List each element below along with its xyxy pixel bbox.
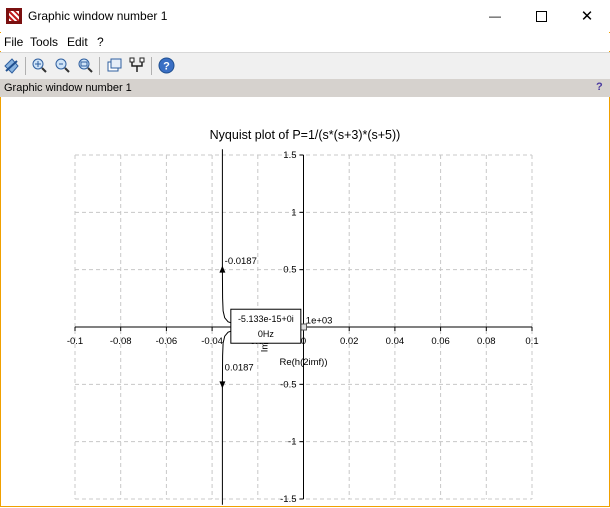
zoom-out-icon bbox=[78, 58, 93, 73]
zoom-fit-icon bbox=[32, 58, 47, 73]
y-tick-label: 1.5 bbox=[283, 150, 296, 161]
window-title: Graphic window number 1 bbox=[28, 9, 168, 23]
direction-arrow bbox=[219, 381, 226, 389]
menu-bar: File Tools Edit ? bbox=[0, 33, 610, 51]
curve-edit-button[interactable] bbox=[128, 56, 147, 75]
y-axis-label: Im bbox=[260, 342, 271, 353]
x-tick-label: 0.06 bbox=[431, 336, 450, 347]
datatip-frequency: 0Hz bbox=[258, 329, 275, 339]
direction-arrow bbox=[219, 265, 226, 273]
nyquist-curve bbox=[221, 326, 304, 505]
nyquist-chart[interactable]: -0.1-0.08-0.06-0.04-0.0200.020.040.060.0… bbox=[0, 97, 610, 508]
toolbar-separator bbox=[99, 57, 100, 75]
y-tick-label: -1.5 bbox=[280, 494, 296, 505]
datatip-value: -5.133e-15+0i bbox=[238, 314, 294, 324]
minimize-button[interactable]: — bbox=[472, 0, 518, 32]
curve-edit-icon bbox=[129, 57, 145, 72]
zoom-in-icon bbox=[55, 58, 70, 73]
rotate-icon bbox=[4, 58, 19, 74]
datatip-button[interactable] bbox=[105, 56, 124, 75]
rotate-button[interactable] bbox=[2, 56, 21, 75]
minimize-icon: — bbox=[489, 9, 501, 23]
x-tick-label: -0.04 bbox=[201, 336, 223, 347]
zoom-in-button[interactable] bbox=[53, 56, 72, 75]
panel-help-icon[interactable]: ? bbox=[596, 81, 603, 93]
x-tick-label: 0.08 bbox=[477, 336, 496, 347]
chart-title: Nyquist plot of P=1/(s*(s+3)*(s+5)) bbox=[209, 128, 401, 142]
maximize-icon bbox=[535, 10, 547, 22]
scilab-app-icon bbox=[6, 8, 22, 24]
close-button[interactable]: ✕ bbox=[564, 0, 610, 32]
menu-file[interactable]: File bbox=[4, 35, 24, 49]
frequency-annotation: 0.0187 bbox=[225, 363, 254, 374]
svg-text:?: ? bbox=[163, 61, 170, 73]
nyquist-curve bbox=[221, 149, 304, 328]
toolbar-separator bbox=[25, 57, 26, 75]
menu-tools[interactable]: Tools bbox=[30, 35, 59, 49]
datatip-marker bbox=[300, 323, 307, 331]
maximize-button[interactable] bbox=[518, 0, 564, 32]
help-button[interactable]: ? bbox=[157, 56, 176, 75]
x-tick-label: 0 bbox=[301, 336, 306, 347]
title-bar[interactable]: Graphic window number 1 — ✕ bbox=[0, 0, 610, 32]
x-tick-label: 0.04 bbox=[386, 336, 405, 347]
graphic-panel-header: Graphic window number 1 ? bbox=[0, 79, 610, 97]
x-tick-label: 0.1 bbox=[525, 336, 538, 347]
toolbar: ? bbox=[0, 52, 610, 79]
frequency-annotation: -0.0187 bbox=[225, 256, 257, 267]
datatip-icon bbox=[107, 58, 122, 72]
y-tick-label: -0.5 bbox=[280, 379, 296, 390]
toolbar-separator bbox=[151, 57, 152, 75]
x-tick-label: 0.02 bbox=[340, 336, 359, 347]
help-icon: ? bbox=[158, 57, 175, 74]
x-axis-label: Re(h(2imf)) bbox=[279, 357, 327, 368]
y-tick-label: -1 bbox=[288, 437, 296, 448]
x-tick-label: -0.08 bbox=[110, 336, 132, 347]
menu-help[interactable]: ? bbox=[97, 35, 104, 49]
x-tick-label: -0.06 bbox=[156, 336, 178, 347]
x-tick-label: -0.1 bbox=[67, 336, 83, 347]
y-tick-label: 1 bbox=[291, 207, 296, 218]
zoom-out-button[interactable] bbox=[76, 56, 95, 75]
frequency-annotation: 1e+03 bbox=[306, 316, 333, 327]
panel-title: Graphic window number 1 bbox=[4, 82, 132, 94]
y-tick-label: 0.5 bbox=[283, 265, 296, 276]
datatip-box bbox=[230, 308, 302, 344]
zoom-fit-button[interactable] bbox=[30, 56, 49, 75]
plot-area[interactable]: Nyquist plot of P=1/(s*(s+3)*(s+5)) -0.1… bbox=[0, 97, 610, 508]
close-icon: ✕ bbox=[580, 8, 594, 25]
menu-edit[interactable]: Edit bbox=[67, 35, 88, 49]
